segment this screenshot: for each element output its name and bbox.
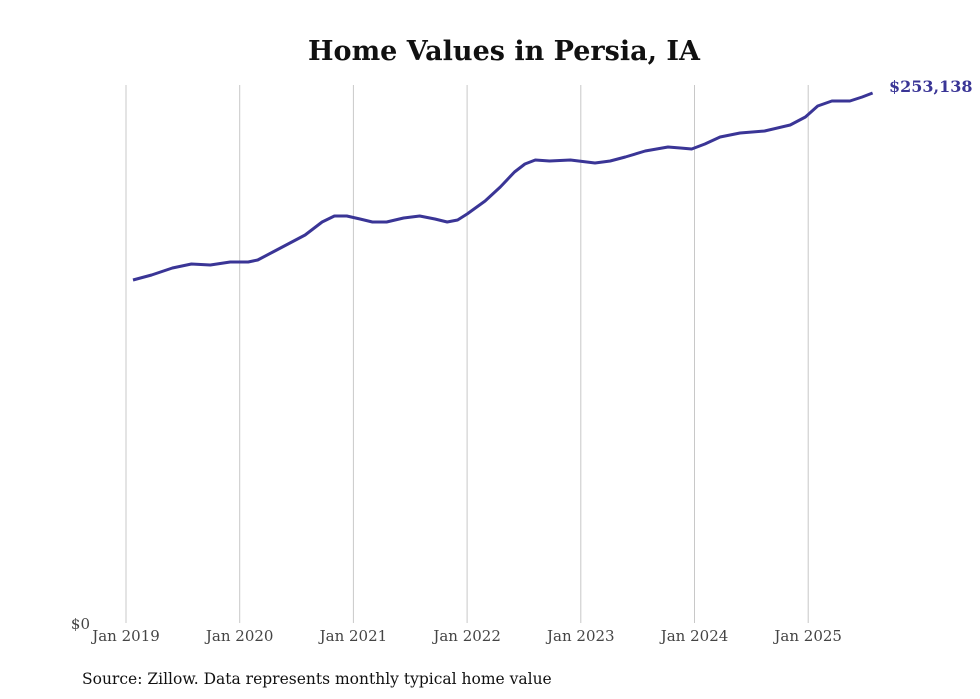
x-axis: Jan 2019 Jan 2020 Jan 2021 Jan 2022 Jan 2023… xyxy=(90,627,842,645)
x-tick-label: Jan 2019 xyxy=(90,627,160,645)
x-tick-label: Jan 2021 xyxy=(318,627,388,645)
x-tick-label: Jan 2024 xyxy=(659,627,729,645)
x-tick-label: Jan 2022 xyxy=(431,627,501,645)
end-value-label: $253,138 xyxy=(889,77,973,96)
chart-title: Home Values in Persia, IA xyxy=(308,36,701,67)
x-tick-label: Jan 2020 xyxy=(204,627,274,645)
gridlines xyxy=(125,85,809,623)
source-note: Source: Zillow. Data represents monthly … xyxy=(82,670,552,688)
x-tick-label: Jan 2023 xyxy=(545,627,615,645)
y-tick-label-0: $0 xyxy=(71,615,90,633)
series-line xyxy=(132,91,874,282)
x-tick-label: Jan 2025 xyxy=(772,627,842,645)
